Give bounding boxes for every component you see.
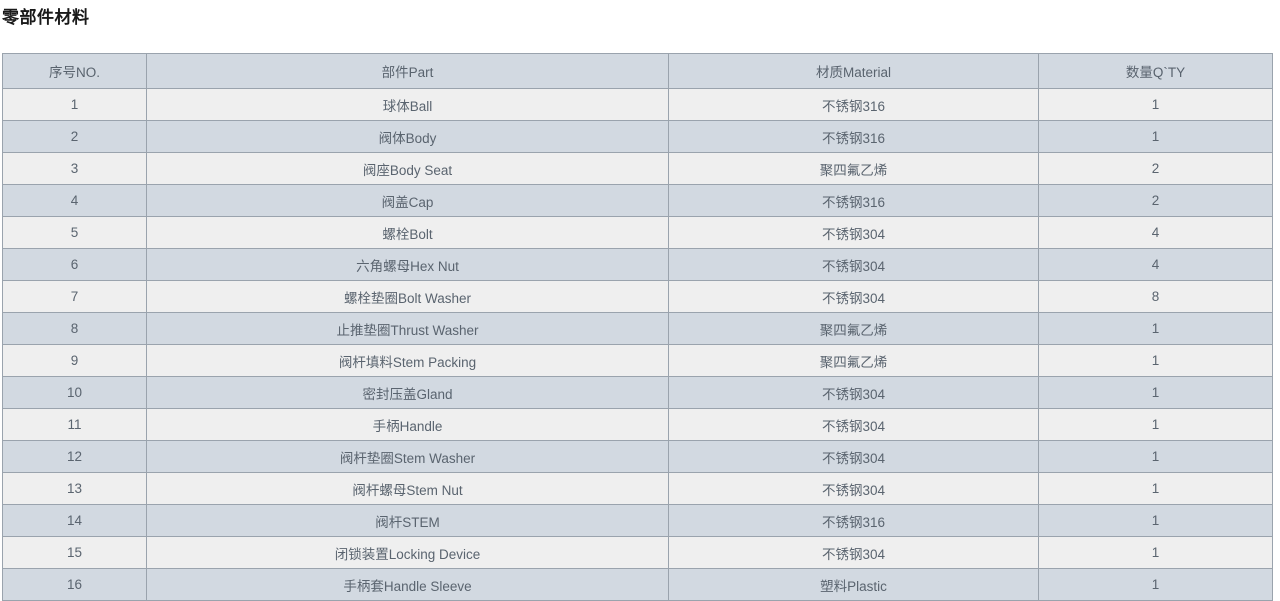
table-row: 16 手柄套Handle Sleeve 塑料Plastic 1 bbox=[2, 568, 1273, 601]
cell-material: 不锈钢316 bbox=[668, 504, 1039, 537]
table-row: 10 密封压盖Gland 不锈钢304 1 bbox=[2, 376, 1273, 409]
cell-qty: 2 bbox=[1038, 152, 1273, 185]
cell-qty: 1 bbox=[1038, 376, 1273, 409]
cell-material: 不锈钢304 bbox=[668, 280, 1039, 313]
table-row: 7 螺栓垫圈Bolt Washer 不锈钢304 8 bbox=[2, 280, 1273, 313]
cell-material: 不锈钢304 bbox=[668, 408, 1039, 441]
cell-material: 不锈钢304 bbox=[668, 536, 1039, 569]
cell-no: 10 bbox=[2, 376, 147, 409]
cell-no: 4 bbox=[2, 184, 147, 217]
cell-material: 不锈钢316 bbox=[668, 120, 1039, 153]
cell-material: 不锈钢304 bbox=[668, 440, 1039, 473]
cell-part: 阀座Body Seat bbox=[146, 152, 669, 185]
table-row: 6 六角螺母Hex Nut 不锈钢304 4 bbox=[2, 248, 1273, 281]
cell-part: 螺栓Bolt bbox=[146, 216, 669, 249]
parts-table-container: 序号NO. 部件Part 材质Material 数量Q`TY 1 球体Ball 不锈… bbox=[2, 53, 1273, 601]
cell-qty: 1 bbox=[1038, 120, 1273, 153]
table-row: 15 闭锁装置Locking Device 不锈钢304 1 bbox=[2, 536, 1273, 569]
cell-material: 不锈钢304 bbox=[668, 216, 1039, 249]
cell-qty: 1 bbox=[1038, 504, 1273, 537]
cell-no: 9 bbox=[2, 344, 147, 377]
table-row: 1 球体Ball 不锈钢316 1 bbox=[2, 88, 1273, 121]
table-row: 2 阀体Body 不锈钢316 1 bbox=[2, 120, 1273, 153]
cell-part: 阀杆STEM bbox=[146, 504, 669, 537]
cell-part: 球体Ball bbox=[146, 88, 669, 121]
cell-material: 不锈钢316 bbox=[668, 88, 1039, 121]
table-header: 序号NO. 部件Part 材质Material 数量Q`TY bbox=[2, 53, 1273, 89]
cell-qty: 1 bbox=[1038, 568, 1273, 601]
cell-qty: 1 bbox=[1038, 536, 1273, 569]
cell-qty: 1 bbox=[1038, 312, 1273, 345]
cell-part: 阀体Body bbox=[146, 120, 669, 153]
cell-part: 阀杆螺母Stem Nut bbox=[146, 472, 669, 505]
cell-no: 3 bbox=[2, 152, 147, 185]
cell-part: 阀杆垫圈Stem Washer bbox=[146, 440, 669, 473]
cell-part: 止推垫圈Thrust Washer bbox=[146, 312, 669, 345]
column-header-material: 材质Material bbox=[668, 53, 1039, 89]
cell-qty: 4 bbox=[1038, 216, 1273, 249]
cell-part: 手柄套Handle Sleeve bbox=[146, 568, 669, 601]
cell-no: 12 bbox=[2, 440, 147, 473]
table-row: 13 阀杆螺母Stem Nut 不锈钢304 1 bbox=[2, 472, 1273, 505]
cell-no: 13 bbox=[2, 472, 147, 505]
cell-part: 六角螺母Hex Nut bbox=[146, 248, 669, 281]
cell-no: 5 bbox=[2, 216, 147, 249]
cell-part: 闭锁装置Locking Device bbox=[146, 536, 669, 569]
table-row: 3 阀座Body Seat 聚四氟乙烯 2 bbox=[2, 152, 1273, 185]
table-row: 12 阀杆垫圈Stem Washer 不锈钢304 1 bbox=[2, 440, 1273, 473]
column-header-no: 序号NO. bbox=[2, 53, 147, 89]
table-row: 11 手柄Handle 不锈钢304 1 bbox=[2, 408, 1273, 441]
cell-material: 聚四氟乙烯 bbox=[668, 152, 1039, 185]
cell-material: 塑料Plastic bbox=[668, 568, 1039, 601]
cell-material: 聚四氟乙烯 bbox=[668, 344, 1039, 377]
cell-qty: 8 bbox=[1038, 280, 1273, 313]
page-title: 零部件材料 bbox=[2, 8, 90, 27]
cell-no: 14 bbox=[2, 504, 147, 537]
cell-qty: 1 bbox=[1038, 408, 1273, 441]
cell-no: 11 bbox=[2, 408, 147, 441]
cell-material: 聚四氟乙烯 bbox=[668, 312, 1039, 345]
cell-qty: 1 bbox=[1038, 344, 1273, 377]
parts-material-table: 序号NO. 部件Part 材质Material 数量Q`TY 1 球体Ball 不锈… bbox=[2, 53, 1273, 601]
cell-material: 不锈钢304 bbox=[668, 376, 1039, 409]
cell-part: 阀盖Cap bbox=[146, 184, 669, 217]
table-row: 8 止推垫圈Thrust Washer 聚四氟乙烯 1 bbox=[2, 312, 1273, 345]
cell-part: 螺栓垫圈Bolt Washer bbox=[146, 280, 669, 313]
table-row: 14 阀杆STEM 不锈钢316 1 bbox=[2, 504, 1273, 537]
cell-qty: 1 bbox=[1038, 440, 1273, 473]
cell-no: 7 bbox=[2, 280, 147, 313]
cell-no: 2 bbox=[2, 120, 147, 153]
cell-qty: 1 bbox=[1038, 88, 1273, 121]
cell-part: 阀杆填料Stem Packing bbox=[146, 344, 669, 377]
cell-part: 密封压盖Gland bbox=[146, 376, 669, 409]
cell-qty: 4 bbox=[1038, 248, 1273, 281]
table-row: 5 螺栓Bolt 不锈钢304 4 bbox=[2, 216, 1273, 249]
cell-material: 不锈钢304 bbox=[668, 248, 1039, 281]
column-header-qty: 数量Q`TY bbox=[1038, 53, 1273, 89]
cell-material: 不锈钢316 bbox=[668, 184, 1039, 217]
table-row: 4 阀盖Cap 不锈钢316 2 bbox=[2, 184, 1273, 217]
cell-no: 1 bbox=[2, 88, 147, 121]
column-header-part: 部件Part bbox=[146, 53, 669, 89]
cell-no: 6 bbox=[2, 248, 147, 281]
cell-no: 15 bbox=[2, 536, 147, 569]
cell-qty: 1 bbox=[1038, 472, 1273, 505]
table-body: 1 球体Ball 不锈钢316 1 2 阀体Body 不锈钢316 1 3 阀座Body Seat… bbox=[2, 88, 1273, 601]
cell-material: 不锈钢304 bbox=[668, 472, 1039, 505]
cell-no: 16 bbox=[2, 568, 147, 601]
cell-no: 8 bbox=[2, 312, 147, 345]
cell-qty: 2 bbox=[1038, 184, 1273, 217]
cell-part: 手柄Handle bbox=[146, 408, 669, 441]
table-header-row: 序号NO. 部件Part 材质Material 数量Q`TY bbox=[2, 53, 1273, 89]
table-row: 9 阀杆填料Stem Packing 聚四氟乙烯 1 bbox=[2, 344, 1273, 377]
